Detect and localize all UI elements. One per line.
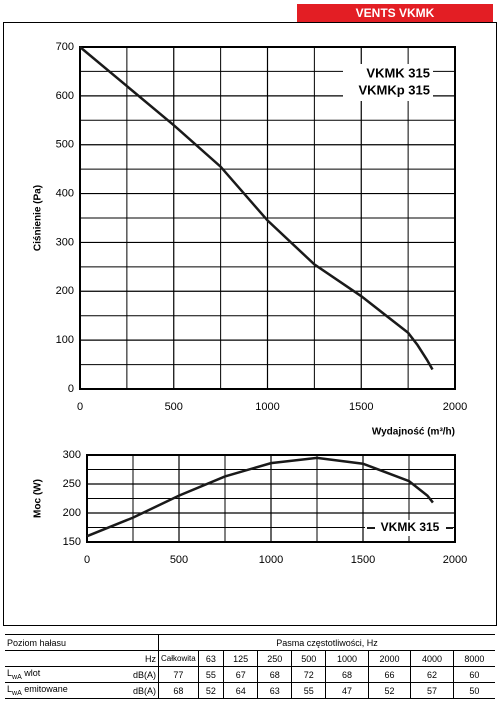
column-header: 8000	[452, 650, 495, 667]
x-tick-label: 1000	[255, 401, 279, 413]
row-label-part: wA	[12, 689, 22, 697]
y-tick-label: 600	[56, 90, 74, 102]
table-row: LwA wlot dB(A) 77 55 67 68 72 68 66 62 60	[5, 666, 495, 683]
table-row: Hz Całkowita 63 125 250 500 1000 2000 4000 8000	[5, 650, 495, 667]
noise-table: Poziom hałasu Pasma częstotliwości, Hz Hz C…	[5, 634, 495, 699]
value: 55	[197, 666, 224, 683]
value: 52	[197, 682, 224, 699]
x-tick-label: 1500	[351, 554, 375, 566]
value: 47	[325, 682, 369, 699]
value: 77	[158, 666, 199, 683]
row-label-part: wA	[12, 673, 22, 681]
row-label-part: wlot	[21, 668, 41, 679]
x-tick-label: 500	[170, 554, 188, 566]
plot-border	[79, 46, 456, 390]
y-axis-label: Moc (W)	[33, 479, 44, 518]
y-tick-label: 0	[68, 383, 74, 395]
x-tick-label: 2000	[443, 401, 467, 413]
y-tick-label: 200	[63, 507, 81, 519]
value: 64	[223, 682, 258, 699]
table-row: Poziom hałasu Pasma częstotliwości, Hz	[5, 634, 495, 651]
y-tick-label: 700	[56, 41, 74, 53]
y-tick-label: 500	[56, 139, 74, 151]
column-header: 1000	[325, 650, 369, 667]
row-label: LwA wlot	[5, 666, 114, 683]
charts: VENTS VKMK 0 100 200 300 400 500 600 700 0 500 100…	[3, 4, 497, 626]
row-label-part: emitowane	[21, 684, 68, 695]
table-row: LwA emitowane dB(A) 68 52 64 63 55 47 52 57 50	[5, 682, 495, 699]
header-title: VENTS VKMK	[356, 6, 435, 20]
row-label: LwA emitowane	[5, 682, 114, 699]
column-header: 125	[223, 650, 258, 667]
x-axis-label: Wydajność (m³/h)	[372, 427, 455, 438]
annotation: VKMK 315	[366, 65, 430, 80]
curve	[86, 456, 434, 538]
y-tick-label: 300	[56, 236, 74, 248]
y-tick-label: 150	[63, 536, 81, 548]
annotation: VKMKp 315	[358, 82, 430, 97]
band-title: Pasma częstotliwości, Hz	[158, 634, 495, 651]
x-tick-label: 0	[84, 554, 90, 566]
row-unit: dB(A)	[114, 666, 159, 683]
y-tick-label: 400	[56, 187, 74, 199]
x-tick-label: 0	[77, 401, 83, 413]
y-tick-label: 250	[63, 478, 81, 490]
value: 55	[291, 682, 326, 699]
value: 67	[223, 666, 258, 683]
column-header: 4000	[410, 650, 454, 667]
unit-header: Hz	[114, 650, 159, 667]
value: 52	[367, 682, 411, 699]
value: 68	[158, 682, 199, 699]
column-header: 250	[257, 650, 292, 667]
column-header: Całkowita	[158, 650, 199, 667]
row-label-part: L	[7, 668, 13, 679]
column-header: 500	[291, 650, 326, 667]
value: 68	[325, 666, 369, 683]
value: 60	[452, 666, 495, 683]
curve	[79, 46, 434, 371]
header-box	[297, 4, 493, 22]
y-tick-label: 300	[63, 449, 81, 461]
y-axis-label: Ciśnienie (Pa)	[33, 185, 44, 251]
row-unit: dB(A)	[114, 682, 159, 699]
column-header: 2000	[367, 650, 411, 667]
y-tick-label: 100	[56, 334, 74, 346]
legend-bg	[365, 520, 453, 536]
value: 50	[452, 682, 495, 699]
x-tick-label: 1000	[259, 554, 283, 566]
legend-label: VKMK 315	[381, 520, 440, 534]
row-label-part: L	[7, 684, 13, 695]
value: 57	[410, 682, 454, 699]
value: 66	[367, 666, 411, 683]
value: 62	[410, 666, 454, 683]
annotation-bg	[343, 64, 433, 101]
x-tick-label: 500	[165, 401, 183, 413]
blank	[5, 650, 114, 667]
frame	[3, 22, 497, 626]
value: 63	[257, 682, 292, 699]
x-tick-label: 1500	[349, 401, 373, 413]
corner: Poziom hałasu	[5, 634, 159, 651]
plot-border	[86, 454, 456, 543]
value: 68	[257, 666, 292, 683]
x-tick-label: 2000	[443, 554, 467, 566]
column-header: 63	[197, 650, 224, 667]
y-tick-label: 200	[56, 285, 74, 297]
value: 72	[291, 666, 326, 683]
